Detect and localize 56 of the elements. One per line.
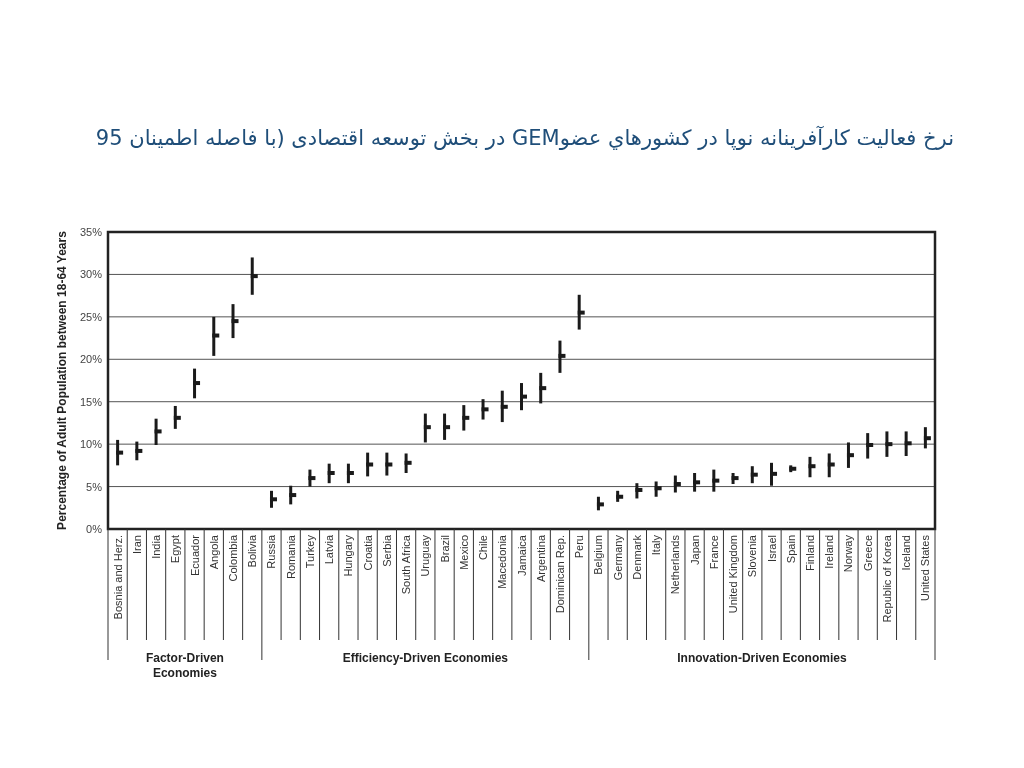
x-tick-label: Turkey — [303, 534, 316, 569]
x-tick-label: Greece — [861, 535, 874, 572]
y-axis-title: Percentage of Adult Population between 18-64 Years — [55, 230, 69, 530]
x-tick-label: Bosnia and Herz. — [111, 535, 124, 620]
x-tick-label: Iceland — [900, 535, 913, 571]
x-tick-label: Mexico — [457, 535, 470, 570]
x-tick-label: Ireland — [823, 535, 836, 569]
x-tick-label: Ecuador — [188, 534, 201, 576]
x-tick-label: Dominican Rep. — [553, 535, 566, 614]
x-tick-label: Spain — [784, 535, 797, 564]
x-tick-label: United Kingdom — [727, 535, 740, 614]
x-tick-label: Denmark — [630, 534, 643, 580]
x-tick-label: Italy — [650, 534, 663, 556]
x-tick-label: Republic of Korea — [880, 534, 893, 623]
x-tick-label: Croatia — [361, 534, 374, 571]
x-tick-label: Belgium — [592, 535, 605, 575]
y-tick-label: 10% — [79, 438, 103, 451]
x-tick-label: Germany — [611, 534, 624, 581]
y-tick-label: 0% — [86, 523, 103, 535]
x-tick-label: Netherlands — [669, 534, 682, 595]
y-tick-label: 15% — [79, 395, 103, 408]
x-tick-label: Japan — [688, 535, 701, 565]
x-tick-label: South Africa — [400, 534, 413, 595]
x-tick-label: Serbia — [380, 534, 393, 567]
x-tick-label: Chile — [477, 535, 490, 561]
x-tick-label: France — [707, 535, 720, 570]
x-tick-label: Finland — [803, 535, 816, 572]
x-tick-label: United States — [919, 534, 932, 602]
x-tick-label: Russia — [265, 534, 278, 569]
x-tick-label: Israel — [765, 535, 778, 562]
y-tick-label: 25% — [79, 310, 103, 323]
x-tick-label: Argentina — [534, 534, 547, 583]
x-tick-label: Hungary — [342, 534, 355, 577]
chart-title: نرخ فعاليت كارآفرينانه نوپا در كشورهاي عضوGEM در بخش توسعه اقتصادی (با فاصله اطمینان 95 — [94, 125, 954, 152]
x-tick-label: Macedonia — [496, 534, 509, 589]
text: Factor-Driven Economies — [145, 651, 224, 680]
x-tick-label: India — [150, 534, 163, 559]
x-tick-label: Egypt — [169, 535, 182, 564]
x-tick-label: Iran — [130, 535, 143, 554]
text: Innovation-Driven Economies — [677, 651, 847, 665]
x-tick-label: Romania — [284, 534, 297, 580]
y-tick-label: 20% — [79, 353, 103, 366]
x-tick-label: Peru — [573, 535, 586, 559]
x-tick-label: Jamaica — [515, 534, 528, 576]
x-tick-label: Uruguay — [419, 534, 432, 577]
text: Efficiency-Driven Economies — [342, 651, 509, 665]
x-tick-label: Angola — [207, 534, 220, 570]
x-tick-label: Brazil — [438, 535, 451, 563]
y-tick-label: 35% — [79, 226, 103, 238]
x-tick-label: Latvia — [323, 534, 336, 565]
x-tick-label: Slovenia — [746, 534, 759, 578]
y-tick-label: 5% — [86, 480, 103, 493]
y-tick-label: 30% — [79, 268, 103, 281]
x-tick-label: Colombia — [227, 534, 240, 582]
x-tick-label: Bolivia — [246, 534, 259, 568]
x-tick-label: Norway — [842, 534, 855, 573]
